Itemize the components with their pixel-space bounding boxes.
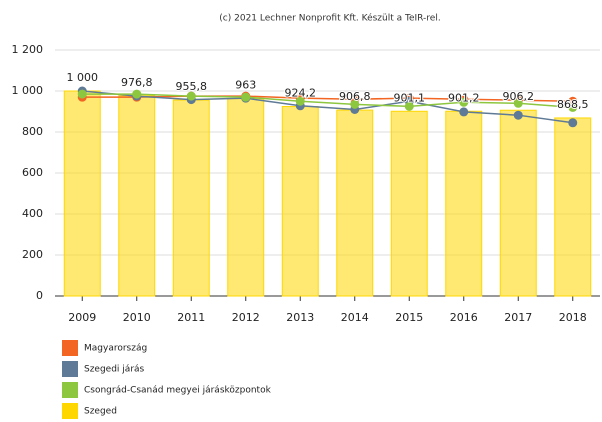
data-label: 976,8 xyxy=(121,76,153,89)
bar xyxy=(172,99,210,297)
legend-label: Szeged xyxy=(84,407,117,417)
x-tick-label: 2011 xyxy=(177,311,205,324)
point xyxy=(568,96,578,106)
point xyxy=(513,110,523,120)
line xyxy=(82,93,573,109)
legend-swatch xyxy=(62,403,78,419)
data-label: 906,8 xyxy=(339,90,371,103)
y-tick-label: 0 xyxy=(36,289,43,302)
chart-title: (c) 2021 Lechner Nonprofit Kft. Készült … xyxy=(219,13,440,24)
legend-swatch xyxy=(62,340,78,356)
x-tick-label: 2012 xyxy=(232,311,260,324)
point xyxy=(77,89,87,99)
x-tick-label: 2017 xyxy=(504,311,532,324)
bar xyxy=(63,90,101,297)
bar xyxy=(281,106,319,297)
point xyxy=(459,107,469,117)
point xyxy=(459,97,469,107)
x-tick-label: 2018 xyxy=(559,311,587,324)
data-label: 955,8 xyxy=(176,80,208,93)
x-tick-label: 2014 xyxy=(341,311,369,324)
line xyxy=(82,90,573,124)
y-tick-label: 400 xyxy=(22,207,43,220)
point xyxy=(404,101,414,111)
y-tick-label: 800 xyxy=(22,125,43,138)
point xyxy=(513,98,523,108)
data-label: 1 000 xyxy=(67,71,99,84)
data-label: 906,2 xyxy=(503,90,535,103)
y-tick-label: 1 000 xyxy=(12,84,44,97)
line xyxy=(82,95,573,102)
point xyxy=(186,91,196,101)
bar xyxy=(227,98,265,297)
bar xyxy=(390,110,428,297)
bar xyxy=(499,109,537,297)
legend-label: Magyarország xyxy=(84,344,147,354)
x-tick-label: 2015 xyxy=(395,311,423,324)
bar xyxy=(118,95,156,297)
legend-swatch xyxy=(62,382,78,398)
data-label: 924,2 xyxy=(285,87,317,100)
point xyxy=(568,102,578,112)
legend-label: Szegedi járás xyxy=(84,365,145,375)
data-label: 901,1 xyxy=(394,91,426,104)
y-tick-label: 200 xyxy=(22,248,43,261)
x-tick-label: 2013 xyxy=(286,311,314,324)
y-tick-label: 600 xyxy=(22,166,43,179)
data-label: 901,2 xyxy=(448,91,480,104)
bar xyxy=(445,110,483,297)
bar xyxy=(336,109,374,297)
data-label: 868,5 xyxy=(557,98,589,111)
legend-swatch xyxy=(62,361,78,377)
x-tick-label: 2010 xyxy=(123,311,151,324)
point xyxy=(568,118,578,128)
point xyxy=(350,99,360,109)
x-tick-label: 2009 xyxy=(68,311,96,324)
y-tick-label: 1 200 xyxy=(12,43,44,56)
legend-label: Csongrád-Csanád megyei járásközpontok xyxy=(84,386,272,396)
bar xyxy=(554,117,592,297)
x-tick-label: 2016 xyxy=(450,311,478,324)
point xyxy=(241,92,251,102)
point xyxy=(295,96,305,106)
data-label: 963 xyxy=(235,79,256,92)
point xyxy=(132,89,142,99)
